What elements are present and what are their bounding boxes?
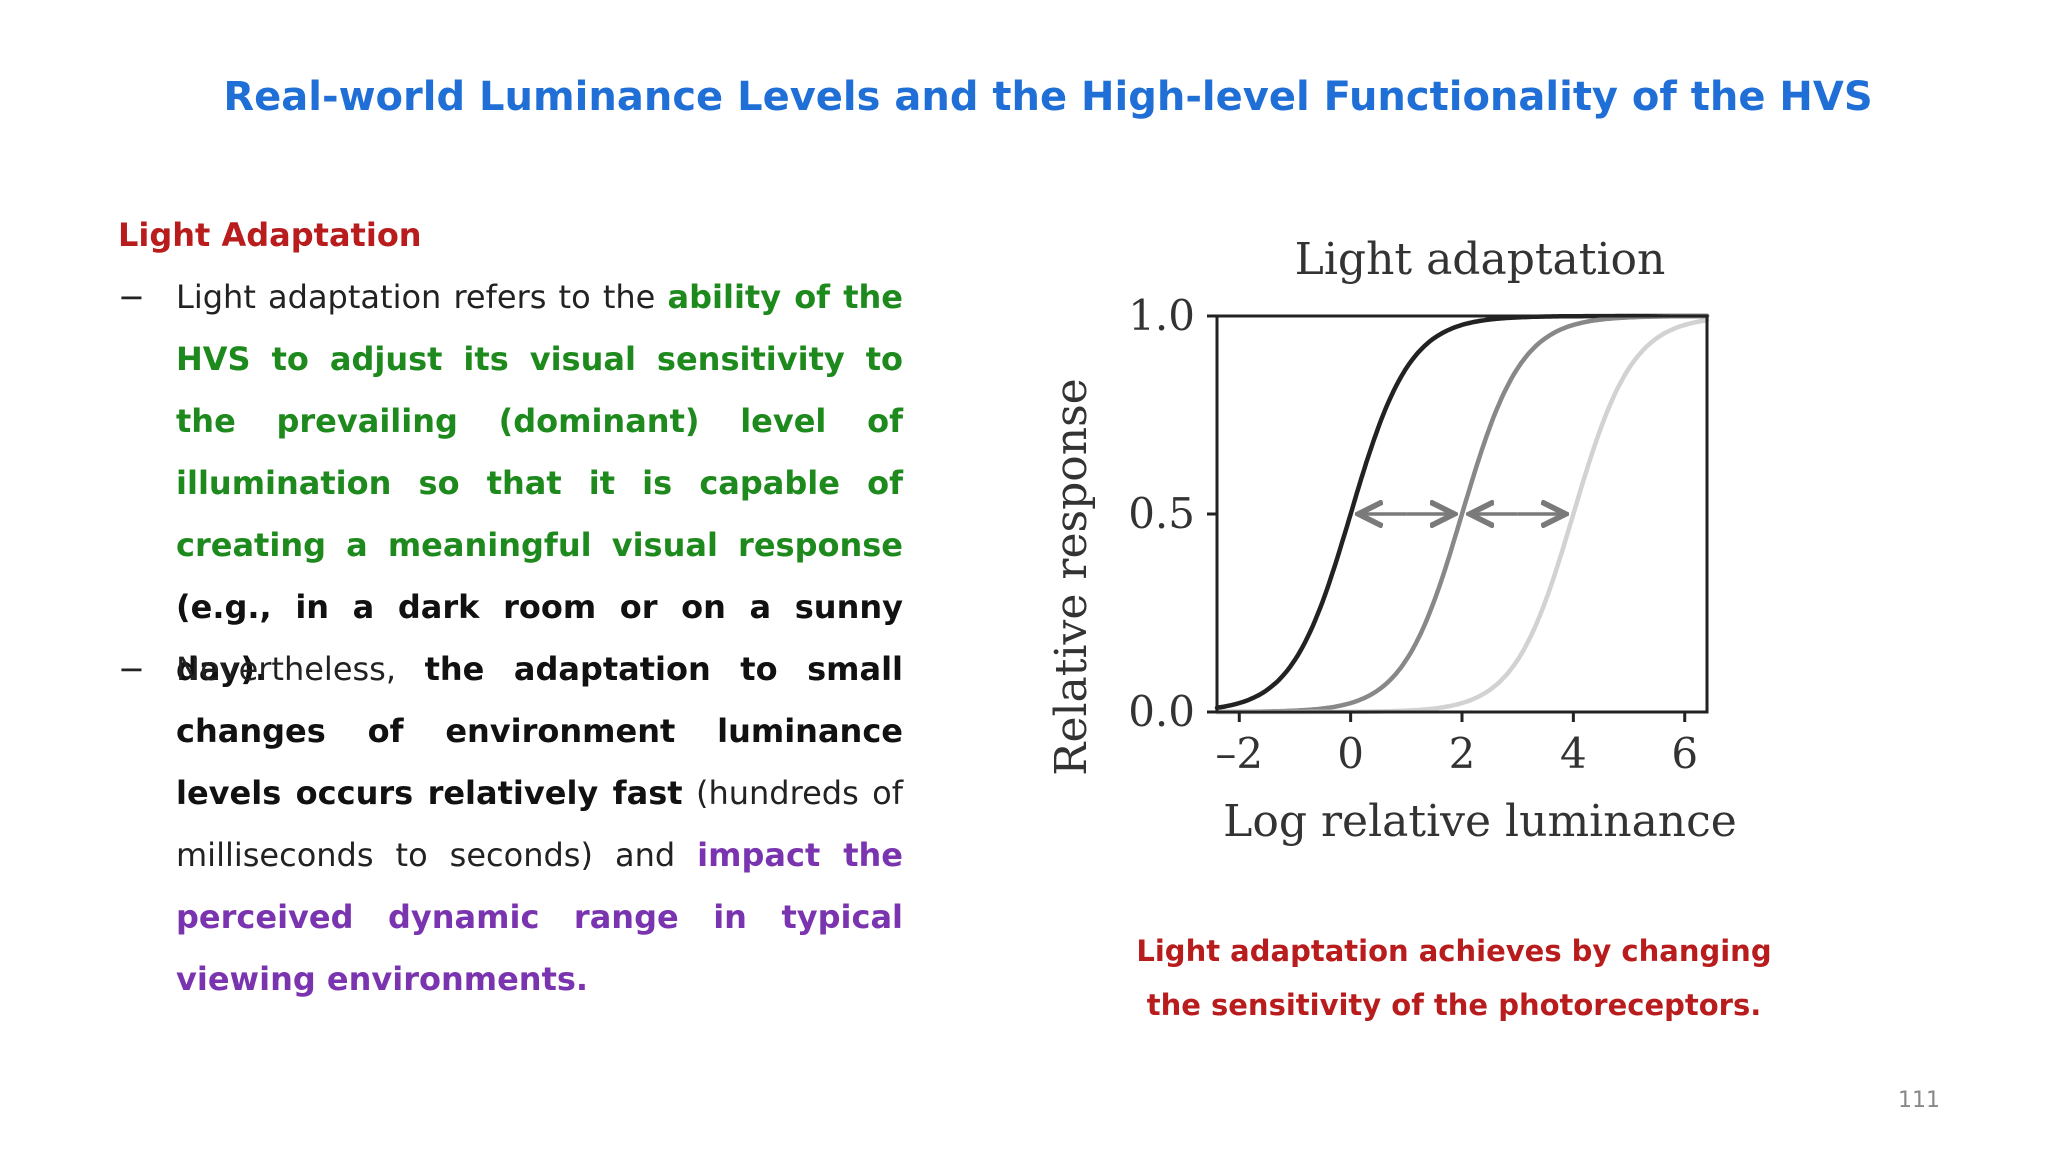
y-axis-label: Relative response xyxy=(1046,378,1097,775)
page-number: 111 xyxy=(1898,1088,1940,1113)
bullet1-text-highlight: ability of the HVS to adjust its visual … xyxy=(176,278,903,564)
bullet-marker: − xyxy=(118,650,145,688)
caption-line-2: the sensitivity of the photoreceptors. xyxy=(1146,988,1762,1022)
bullet-paragraph-light-adaptation: Light adaptation refers to the ability o… xyxy=(176,266,903,700)
bullet-marker: − xyxy=(118,278,145,316)
chart-title: Light adaptation xyxy=(1295,234,1666,285)
bullet2-text-bold: the adaptation to small changes of envir… xyxy=(176,650,904,812)
section-heading: Light Adaptation xyxy=(118,216,422,254)
y-tick-label: 0.5 xyxy=(1128,489,1195,538)
slide-title: Real-world Luminance Levels and the High… xyxy=(223,74,1873,120)
bullet2-text-plain: Nevertheless, xyxy=(176,650,425,688)
bullet1-text-example: (e.g., in a dark room or on a sunny day)… xyxy=(176,588,903,688)
x-tick-label: –2 xyxy=(1215,729,1263,778)
figure-caption: Light adaptation achieves by changing th… xyxy=(1128,924,1780,1032)
x-axis-label: Log relative luminance xyxy=(1223,796,1737,847)
x-tick-label: 2 xyxy=(1449,729,1476,778)
bullet1-text-plain: Light adaptation refers to the xyxy=(176,278,668,316)
bullet-paragraph-adaptation-speed: Nevertheless, the adaptation to small ch… xyxy=(176,638,903,1010)
x-tick-label: 0 xyxy=(1337,729,1364,778)
x-tick-label: 6 xyxy=(1671,729,1698,778)
plot-area: –2 0 2 4 6 1.0 0.5 0.0 xyxy=(1128,291,1710,778)
light-adaptation-chart: Light adaptation –2 0 2 4 6 1.0 0.5 0.0 Log rel… xyxy=(1046,234,1737,847)
bullet2-text-timing: (hundreds of milliseconds to seconds) an… xyxy=(176,774,904,874)
caption-line-1: Light adaptation achieves by changing xyxy=(1136,934,1772,968)
response-curve-2 xyxy=(1214,313,1710,715)
bullet2-text-highlight: impact the perceived dynamic range in ty… xyxy=(176,836,904,998)
x-tick-label: 4 xyxy=(1560,729,1587,778)
y-tick-label: 1.0 xyxy=(1128,291,1195,340)
y-tick-label: 0.0 xyxy=(1128,687,1195,736)
